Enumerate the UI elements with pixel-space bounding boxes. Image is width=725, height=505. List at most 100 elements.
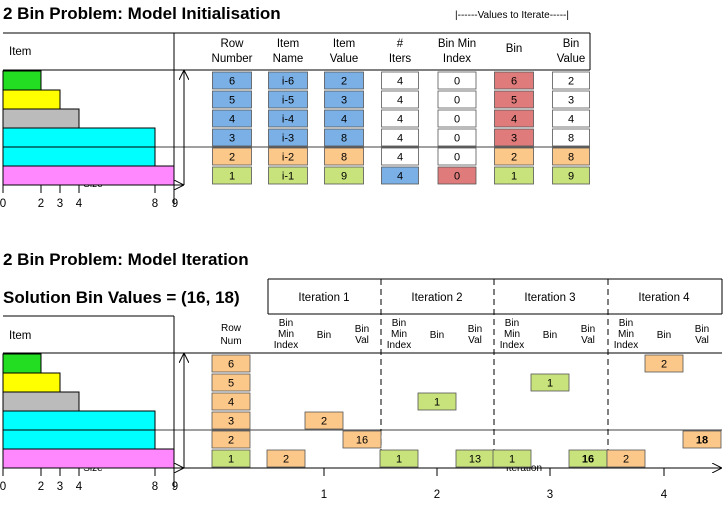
sub-header: Bin <box>468 324 482 335</box>
table-cell <box>324 147 364 166</box>
axis-tick-label: 9 <box>172 481 178 493</box>
cell-value: 1 <box>511 171 517 183</box>
table-cell <box>494 147 534 166</box>
table-cell <box>324 90 364 109</box>
table-cell <box>268 109 308 128</box>
table-cell <box>212 109 252 128</box>
cell-value: i-2 <box>282 152 294 164</box>
cell-value: 0 <box>454 114 460 126</box>
init-item-bars <box>2 70 175 186</box>
cell-value: 5 <box>229 95 235 107</box>
cell-value: 4 <box>397 95 403 107</box>
cell-value: 4 <box>397 133 403 145</box>
table-cell <box>381 147 419 166</box>
iteration-cell-value: 1 <box>396 454 402 466</box>
sub-header: Bin <box>430 330 444 341</box>
row-num-value: 3 <box>228 416 234 428</box>
cell-value: 8 <box>341 152 347 164</box>
cell-value: 0 <box>454 171 460 183</box>
item-bar <box>2 108 80 129</box>
row-num-value: 1 <box>228 454 234 466</box>
cell-value: 6 <box>511 76 517 88</box>
table-cell <box>381 71 419 90</box>
cell-value: 1 <box>229 171 235 183</box>
iteration-cell <box>379 449 419 468</box>
iteration-cell <box>530 373 570 392</box>
iteration-tick-label: 3 <box>547 489 553 501</box>
table-cell <box>268 147 308 166</box>
sub-header: Index <box>614 340 638 351</box>
iteration-cell-value: 16 <box>356 435 368 447</box>
column-header: Number <box>212 53 253 65</box>
table-cell <box>381 109 419 128</box>
column-header: Bin <box>563 38 580 50</box>
cell-value: 8 <box>568 152 574 164</box>
iteration-cell <box>417 392 457 411</box>
iter-item-bars <box>2 353 175 469</box>
table-cell <box>494 90 534 109</box>
iteration-header: Iteration 2 <box>411 292 462 304</box>
cell-value: i-6 <box>282 76 294 88</box>
table-cell <box>437 109 477 128</box>
sub-header: Min <box>618 329 634 340</box>
values-to-iterate-label: |------Values to Iterate-----| <box>455 10 569 21</box>
table-cell <box>552 90 590 109</box>
axis-tick-label: 0 <box>0 198 6 210</box>
table-cell <box>268 166 308 185</box>
sub-header: Bin <box>355 324 369 335</box>
sub-header: Bin <box>392 318 406 329</box>
row-num-cell <box>211 373 251 392</box>
iteration-cell-value: 1 <box>547 378 553 390</box>
axis-tick-label: 8 <box>152 198 158 210</box>
axis-tick-label: 2 <box>38 198 44 210</box>
cell-value: 4 <box>397 76 403 88</box>
axis-tick-label: 4 <box>76 198 83 210</box>
iter-size-axis: 0 2 3 4 8 9 <box>0 468 178 493</box>
table-cell <box>212 128 252 147</box>
row-num-cell <box>211 449 251 468</box>
iteration-tick-label: 4 <box>661 489 668 501</box>
cell-value: 9 <box>568 171 574 183</box>
iteration-cell <box>644 354 684 373</box>
iteration-header: Iteration 4 <box>638 292 690 304</box>
table-cell <box>552 147 590 166</box>
iteration-cell <box>266 449 306 468</box>
cell-value: 0 <box>454 152 460 164</box>
iteration-header: Iteration 3 <box>524 292 575 304</box>
iteration-cell-value: 1 <box>509 454 515 466</box>
column-header: Item <box>333 38 355 50</box>
row-num-value: 5 <box>228 378 234 390</box>
table-cell <box>324 128 364 147</box>
axis-tick-label: 2 <box>38 481 44 493</box>
sub-header: Bin <box>695 324 709 335</box>
cell-value: 2 <box>229 152 235 164</box>
table-cell <box>212 166 252 185</box>
column-header: Bin Min <box>438 38 476 50</box>
table-cell <box>381 90 419 109</box>
axis-tick-label: 3 <box>57 198 63 210</box>
sub-header: Bin <box>657 330 671 341</box>
table-cell <box>494 128 534 147</box>
cell-value: 4 <box>229 114 235 126</box>
column-header: # <box>397 38 404 50</box>
row-num-header: Num <box>220 336 241 347</box>
item-bar <box>2 89 61 110</box>
item-bar <box>2 165 175 186</box>
table-cell <box>437 71 477 90</box>
cell-value: 5 <box>511 95 517 107</box>
item-bar <box>2 391 80 412</box>
table-cell <box>268 128 308 147</box>
cell-value: 2 <box>341 76 347 88</box>
column-header: Index <box>443 53 471 65</box>
column-header: Row <box>220 38 244 50</box>
iter-frame <box>3 278 723 488</box>
sub-header: Bin <box>279 318 293 329</box>
axis-tick-label: 9 <box>172 198 178 210</box>
iteration-cells: 2 2 16 1 1 13 1 1 16 2 2 18 <box>266 354 722 468</box>
sub-header: Min <box>278 329 294 340</box>
column-header: Name <box>273 53 304 65</box>
iteration-cell-value: 1 <box>434 397 440 409</box>
sub-header: Bin <box>619 318 633 329</box>
sub-header: Val <box>695 335 709 346</box>
iteration-cell-value: 2 <box>661 359 667 371</box>
